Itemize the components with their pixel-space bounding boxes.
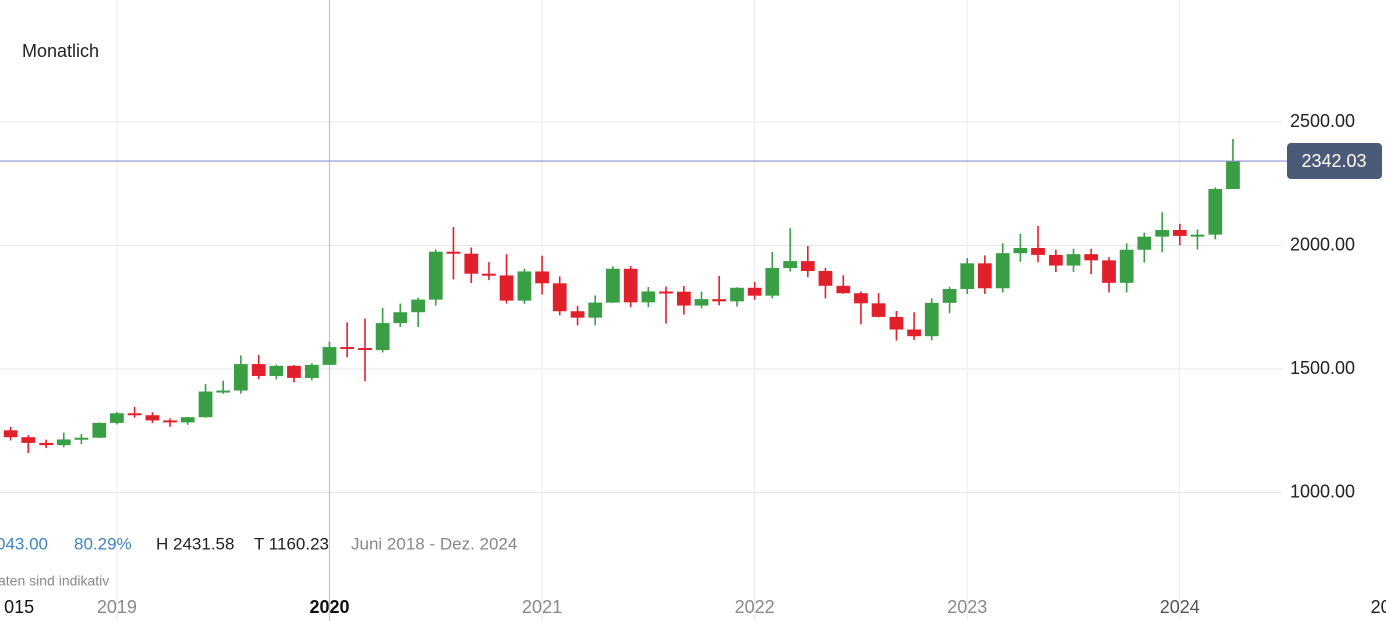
candle-body xyxy=(322,347,337,365)
candle-body xyxy=(924,302,939,337)
candle-body xyxy=(588,302,603,318)
candle-body xyxy=(251,364,266,376)
candle-body xyxy=(21,437,36,443)
candle-body xyxy=(92,422,107,438)
candle-body xyxy=(446,251,461,254)
candle-body xyxy=(800,261,815,271)
candle-body xyxy=(605,268,620,303)
candle-body xyxy=(960,263,975,290)
y-tick-label: 1000.00 xyxy=(1290,481,1355,501)
stat: Juni 2018 - Dez. 2024 xyxy=(351,534,517,553)
candle-body xyxy=(535,271,549,284)
candle-body xyxy=(641,291,656,303)
candle-body xyxy=(304,364,319,378)
candle-body xyxy=(1208,188,1223,235)
candle-body xyxy=(411,299,426,313)
candle-body xyxy=(340,347,355,350)
candle-body xyxy=(1031,248,1045,255)
candle-body xyxy=(977,263,992,289)
last-price-box xyxy=(1287,143,1382,180)
last-price-label: 2342.03 xyxy=(1301,151,1366,171)
x-tick-label: 2021 xyxy=(522,597,562,617)
candle-body xyxy=(854,293,868,304)
candle-body xyxy=(1048,254,1063,266)
candle-body xyxy=(765,268,780,296)
candle-body xyxy=(1155,229,1170,237)
candle-body xyxy=(198,391,213,418)
candle-body xyxy=(358,348,372,351)
candle-body xyxy=(1172,229,1187,236)
candle-body xyxy=(482,273,496,276)
candle-body xyxy=(269,365,284,376)
candle-body xyxy=(570,311,585,318)
candle-body xyxy=(889,316,904,330)
candle-body xyxy=(712,299,727,302)
candle-body xyxy=(907,329,921,337)
candle-body xyxy=(74,437,89,440)
candle-body xyxy=(1066,254,1081,266)
candle-body xyxy=(942,289,957,303)
y-tick-label: 2500.00 xyxy=(1290,111,1355,131)
candle-body xyxy=(375,323,390,351)
candle-body xyxy=(287,365,301,378)
candle-body xyxy=(1084,254,1099,261)
candle-body xyxy=(1013,248,1028,254)
candle-body xyxy=(499,275,514,301)
candle-body xyxy=(676,291,691,306)
candle-body xyxy=(836,285,851,294)
candle-body xyxy=(1226,161,1240,189)
candle-body xyxy=(393,312,408,324)
candle-body xyxy=(694,299,709,306)
candle-body xyxy=(623,268,638,303)
candle-body xyxy=(1119,249,1134,283)
candle-body xyxy=(233,364,248,391)
candle-body xyxy=(127,413,142,416)
candle-body xyxy=(145,415,160,421)
x-tick-label: 015 xyxy=(4,597,34,617)
candle-body xyxy=(56,439,71,446)
candle-body xyxy=(1137,236,1152,250)
candle-body xyxy=(747,287,762,296)
candle-body xyxy=(871,303,886,317)
x-tick-label: 2024 xyxy=(1160,597,1200,617)
candle-body xyxy=(995,253,1010,289)
stat: 80.29% xyxy=(74,534,132,553)
candle-body xyxy=(783,261,798,269)
candle-body xyxy=(110,413,124,423)
y-tick-label: 2000.00 xyxy=(1290,234,1355,254)
candle-body xyxy=(216,390,231,393)
x-tick-label: 2022 xyxy=(735,597,775,617)
y-tick-label: 1500.00 xyxy=(1290,358,1355,378)
x-tick-label: 2023 xyxy=(947,597,987,617)
chart-title: Monatlich xyxy=(22,41,99,61)
candle-body xyxy=(3,430,18,438)
candle-body xyxy=(180,417,195,423)
stat: H 2431.58 xyxy=(156,534,234,553)
candle-body xyxy=(517,271,532,301)
candle-body xyxy=(39,442,54,446)
candle-body xyxy=(163,420,177,423)
candle-body xyxy=(1102,260,1116,283)
stat: T 1160.23 xyxy=(254,534,329,553)
note: aten sind indikativ xyxy=(0,573,109,589)
x-tick-label: 20 xyxy=(1371,597,1386,617)
candle-body xyxy=(1190,234,1205,237)
x-tick-label: 2019 xyxy=(97,597,137,617)
candle-body xyxy=(464,253,479,274)
candle-body xyxy=(818,270,833,286)
candle-body xyxy=(730,287,744,302)
candle-body xyxy=(659,291,673,294)
candle-body xyxy=(552,283,567,312)
candle-body xyxy=(428,251,443,300)
stat: 043.00 xyxy=(0,534,48,553)
